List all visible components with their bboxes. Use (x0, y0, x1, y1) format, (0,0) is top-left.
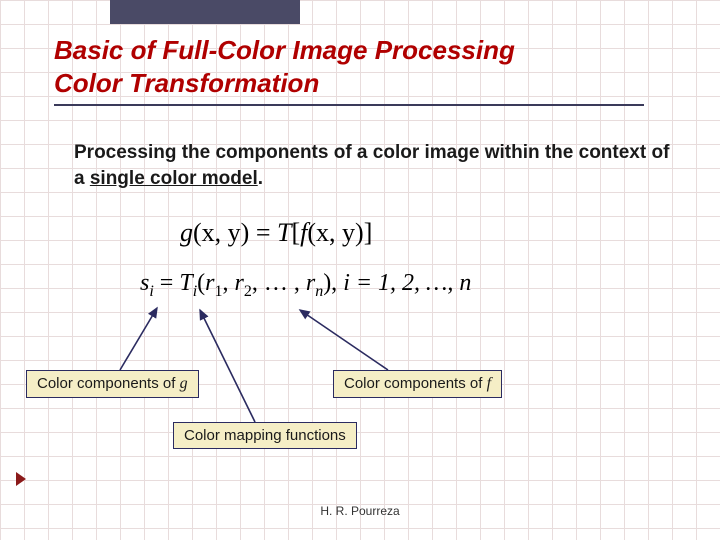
eq2-c2: , … , (252, 270, 306, 296)
label-g-var: g (180, 375, 188, 392)
footer-author: H. R. Pourreza (0, 504, 720, 518)
equation-2: si = Ti(r1, r2, … , rn), i = 1, 2, …, n (140, 270, 570, 301)
equations: g(x, y) = T[f(x, y)] si = Ti(r1, r2, … ,… (150, 218, 570, 301)
eq2-s: s (140, 270, 149, 296)
eq1-g: g (180, 218, 193, 247)
label-components-g: Color components of g (26, 370, 199, 398)
label-map-text: Color mapping functions (184, 427, 346, 444)
eq1-close: ] (364, 218, 373, 247)
title-line-2: Color Transformation (54, 67, 680, 100)
eq2-c1: , (223, 270, 235, 296)
label-f-var: f (487, 375, 491, 392)
body-paragraph: Processing the components of a color ima… (74, 140, 670, 191)
label-components-f: Color components of f (333, 370, 502, 398)
eq2-2: 2 (244, 283, 252, 300)
equation-1: g(x, y) = T[f(x, y)] (180, 218, 570, 248)
eq2-close: ), (323, 270, 337, 296)
eq2-1: 1 (215, 283, 223, 300)
label-mapping-functions: Color mapping functions (173, 422, 357, 449)
label-f-prefix: Color components of (344, 375, 487, 392)
slide-title: Basic of Full-Color Image Processing Col… (54, 34, 680, 99)
eq2-index: i = 1, 2, …, n (343, 270, 471, 296)
label-g-prefix: Color components of (37, 375, 180, 392)
eq2-eq: = (154, 270, 180, 296)
eq1-open: [ (291, 218, 300, 247)
eq2-open: ( (197, 270, 205, 296)
eq2-n: n (315, 283, 323, 300)
eq1-T: T (277, 218, 291, 247)
body-suffix: . (258, 168, 263, 189)
eq1-args: (x, y) (193, 218, 249, 247)
eq1-fargs: (x, y) (307, 218, 363, 247)
header-accent-bar (110, 0, 300, 24)
title-underline (54, 104, 644, 106)
eq1-eq: = (249, 218, 277, 247)
eq2-rn: r (306, 270, 315, 296)
title-line-1: Basic of Full-Color Image Processing (54, 34, 680, 67)
eq2-T: T (179, 270, 192, 296)
eq2-r2: r (235, 270, 244, 296)
body-emphasis: single color model (90, 168, 258, 189)
eq2-r1: r (205, 270, 214, 296)
corner-notch-icon (16, 472, 26, 486)
